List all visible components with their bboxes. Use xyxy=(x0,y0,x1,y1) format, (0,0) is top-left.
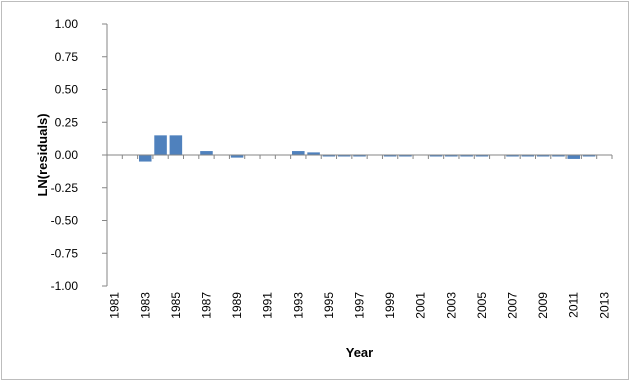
y-axis-ticks: 1.00 0.75 0.50 0.25 0.00 -0.25 -0.50 -0.75 -1.00 xyxy=(51,17,107,293)
bar-2007 xyxy=(506,155,519,157)
bar-1997 xyxy=(353,155,366,157)
x-tick-label: 1987 xyxy=(199,292,213,319)
bar-1985 xyxy=(169,135,183,155)
x-tick-label: 2009 xyxy=(536,292,550,319)
y-tick-label: -0.25 xyxy=(51,181,79,195)
y-tick-label: 0.25 xyxy=(55,115,79,129)
bar-2009 xyxy=(536,155,550,157)
y-tick-label: 0.50 xyxy=(55,83,79,97)
x-tick-label: 1981 xyxy=(108,292,122,319)
bar-2008 xyxy=(521,155,535,157)
bar-1996 xyxy=(337,155,351,157)
bar-1983 xyxy=(138,155,152,162)
bar-2004 xyxy=(460,155,473,157)
x-tick-label: 1983 xyxy=(138,292,152,319)
bar-1994 xyxy=(307,152,320,155)
x-tick-label: 1997 xyxy=(353,292,367,319)
x-axis-title: Year xyxy=(346,345,373,360)
x-tick-label: 2003 xyxy=(444,292,458,319)
bar-1993 xyxy=(292,151,305,155)
y-axis-title: LN(residuals) xyxy=(35,113,50,196)
x-tick-label: 1993 xyxy=(291,292,305,319)
y-tick-label: -0.75 xyxy=(51,246,79,260)
y-tick-label: 0.00 xyxy=(55,148,79,162)
bar-2010 xyxy=(552,155,565,157)
y-tick-label: 0.75 xyxy=(55,50,79,64)
y-tick-label: 1.00 xyxy=(55,17,79,31)
bar-1987 xyxy=(200,151,213,155)
x-tick-label: 1989 xyxy=(230,292,244,319)
bar-1999 xyxy=(383,155,397,157)
bar-2002 xyxy=(429,155,443,157)
x-tick-label: 2005 xyxy=(475,292,489,319)
bar-2003 xyxy=(445,155,458,157)
x-tick-label: 2011 xyxy=(567,292,581,318)
bar-2005 xyxy=(475,155,489,157)
bar-1995 xyxy=(322,155,336,157)
x-tick-label: 1995 xyxy=(322,292,336,319)
x-tick-label: 2001 xyxy=(414,292,428,319)
x-tick-label: 1985 xyxy=(169,292,183,319)
bar-2012 xyxy=(582,155,596,157)
x-tick-label: 1999 xyxy=(383,292,397,319)
x-axis-ticks: 1981 1983 1985 1987 1989 1991 1993 1995 1997 1999… xyxy=(106,155,613,319)
y-tick-label: -0.50 xyxy=(51,214,79,228)
bar-2011 xyxy=(567,155,581,159)
y-tick-label: -1.00 xyxy=(51,279,79,293)
bar-1984 xyxy=(154,135,167,155)
bar-series xyxy=(138,135,596,162)
bar-1989 xyxy=(230,155,244,158)
bar-2000 xyxy=(399,155,412,157)
x-tick-label: 2007 xyxy=(506,292,520,319)
x-tick-label: 2013 xyxy=(597,292,611,319)
x-tick-label: 1991 xyxy=(261,292,275,319)
